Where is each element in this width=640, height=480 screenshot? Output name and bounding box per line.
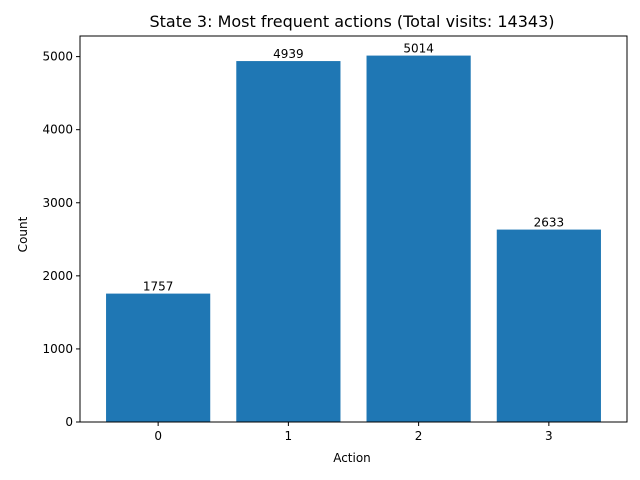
y-tick-label: 4000 bbox=[42, 123, 73, 137]
x-axis-label: Action bbox=[333, 451, 371, 465]
data-label-action-2: 5014 bbox=[403, 42, 434, 56]
y-tick-label: 1000 bbox=[42, 342, 73, 356]
data-label-action-3: 2633 bbox=[534, 216, 565, 230]
y-axis: 0 1000 2000 3000 4000 5000 bbox=[42, 50, 80, 429]
y-axis-label: Count bbox=[16, 216, 30, 252]
bar-action-2 bbox=[366, 55, 471, 422]
bar-action-0 bbox=[106, 293, 211, 422]
bar-action-3 bbox=[496, 229, 601, 422]
plot-area: 1757 4939 5014 2633 bbox=[79, 35, 628, 423]
x-tick-label-2: 2 bbox=[415, 429, 423, 443]
data-label-action-0: 1757 bbox=[143, 280, 174, 294]
bar-action-1 bbox=[236, 61, 341, 422]
plot-frame bbox=[79, 35, 628, 423]
data-label-action-1: 4939 bbox=[273, 47, 304, 61]
chart-title: State 3: Most frequent actions (Total vi… bbox=[149, 12, 554, 31]
x-axis: 0 1 2 3 bbox=[154, 422, 553, 443]
y-tick-label: 5000 bbox=[42, 50, 73, 64]
y-tick-label: 3000 bbox=[42, 196, 73, 210]
x-tick-label-3: 3 bbox=[545, 429, 553, 443]
x-tick-label-0: 0 bbox=[154, 429, 162, 443]
y-tick-label: 2000 bbox=[42, 269, 73, 283]
y-tick-label: 0 bbox=[65, 415, 73, 429]
x-tick-label-1: 1 bbox=[285, 429, 293, 443]
